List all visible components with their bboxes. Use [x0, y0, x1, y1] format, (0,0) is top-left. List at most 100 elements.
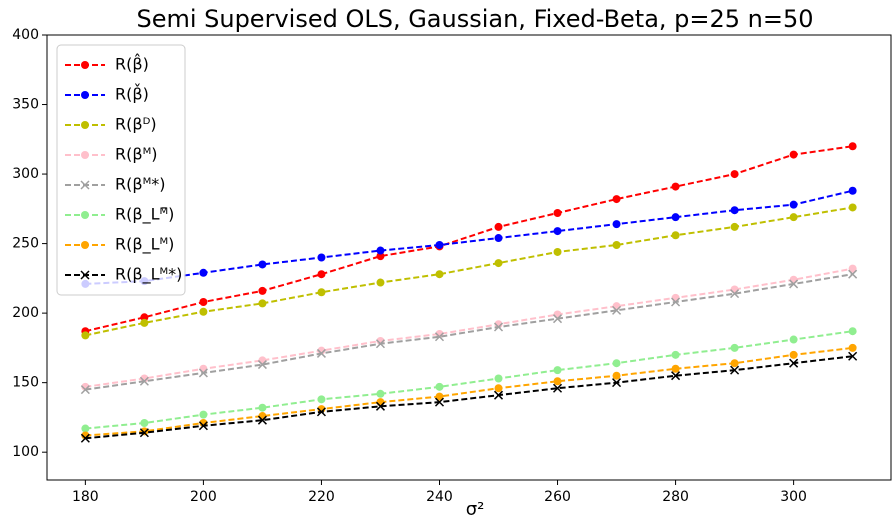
y-tick-label: 400 — [12, 27, 39, 43]
marker — [612, 195, 621, 204]
marker — [81, 121, 89, 129]
series-line — [85, 346, 853, 437]
marker — [848, 327, 857, 336]
marker — [494, 259, 503, 268]
marker — [494, 222, 503, 231]
marker — [730, 343, 739, 352]
marker — [671, 371, 681, 381]
marker — [375, 339, 385, 349]
plot-frame — [46, 34, 892, 481]
marker — [435, 240, 444, 249]
series-line — [85, 273, 853, 391]
marker — [671, 297, 681, 307]
x-tick-label: 180 — [72, 489, 99, 505]
marker — [80, 180, 90, 190]
marker — [258, 260, 267, 269]
x-tick-label: 240 — [426, 489, 453, 505]
marker — [612, 240, 621, 249]
marker — [612, 220, 621, 229]
marker — [258, 299, 267, 308]
marker — [493, 390, 504, 400]
marker — [258, 286, 267, 295]
marker — [848, 351, 858, 361]
marker — [80, 270, 90, 280]
x-tick-label: 220 — [308, 489, 335, 505]
x-tick-label: 200 — [190, 489, 217, 505]
marker — [730, 365, 740, 375]
marker — [376, 252, 385, 261]
series-line — [85, 189, 853, 285]
marker — [553, 227, 562, 236]
marker — [199, 298, 208, 306]
marker — [612, 359, 621, 368]
marker — [80, 385, 90, 395]
x-axis-label: σ² — [466, 499, 485, 520]
legend-label: R(β̌) — [115, 84, 149, 104]
marker — [671, 231, 680, 240]
marker — [199, 410, 208, 419]
y-tick-label: 300 — [12, 166, 39, 182]
marker — [258, 403, 267, 412]
marker — [494, 234, 503, 243]
marker — [317, 346, 326, 355]
marker — [140, 427, 149, 436]
marker — [789, 279, 799, 289]
marker — [730, 289, 740, 299]
marker — [376, 398, 385, 407]
marker — [139, 376, 149, 386]
marker — [494, 320, 503, 329]
legend-label: R(β_Lᴹ̄) — [115, 205, 174, 225]
marker — [199, 268, 208, 277]
marker — [140, 374, 149, 383]
marker — [434, 332, 445, 342]
marker — [257, 415, 267, 425]
marker — [671, 213, 680, 222]
marker — [848, 142, 857, 151]
marker — [376, 389, 385, 398]
marker — [671, 350, 680, 359]
marker — [612, 305, 622, 315]
legend-label: R(β̂) — [115, 54, 149, 74]
series-line — [85, 355, 853, 440]
legend: R(β̂) R(β̌) R(βᴰ) R(βᴹ) R(βᴹ*) R(β_Lᴹ̄) R(β_Lᴹ… — [56, 44, 186, 296]
marker — [140, 418, 149, 427]
series-line — [85, 267, 853, 388]
marker — [316, 348, 326, 358]
marker — [671, 182, 680, 191]
legend-box — [56, 44, 186, 296]
marker — [198, 421, 208, 431]
marker — [494, 384, 503, 393]
y-tick-label: 100 — [12, 444, 39, 460]
chart-title: Semi Supervised OLS, Gaussian, Fixed-Bet… — [136, 5, 813, 33]
marker — [316, 407, 326, 417]
marker — [848, 343, 857, 352]
series-line — [85, 206, 853, 337]
y-tick-label: 250 — [12, 236, 39, 252]
marker — [553, 383, 563, 393]
marker — [317, 395, 326, 404]
marker — [730, 170, 739, 179]
marker — [435, 382, 444, 391]
marker — [139, 428, 149, 438]
marker — [848, 203, 857, 212]
series-line — [85, 330, 853, 430]
marker — [848, 264, 857, 273]
x-tick-label: 300 — [780, 489, 807, 505]
marker — [493, 322, 504, 332]
marker — [553, 366, 562, 375]
marker — [612, 378, 622, 388]
marker — [81, 424, 90, 433]
marker — [848, 186, 857, 195]
marker — [317, 270, 326, 279]
marker — [376, 246, 385, 255]
legend-label: R(β_Lᴹ*) — [115, 265, 182, 285]
marker — [198, 368, 208, 378]
legend-label: R(βᴹ) — [115, 145, 158, 164]
marker — [730, 222, 739, 231]
marker — [81, 211, 89, 219]
marker — [317, 288, 326, 297]
marker — [730, 359, 739, 368]
marker — [789, 335, 798, 344]
marker — [848, 269, 858, 279]
marker — [435, 392, 444, 401]
